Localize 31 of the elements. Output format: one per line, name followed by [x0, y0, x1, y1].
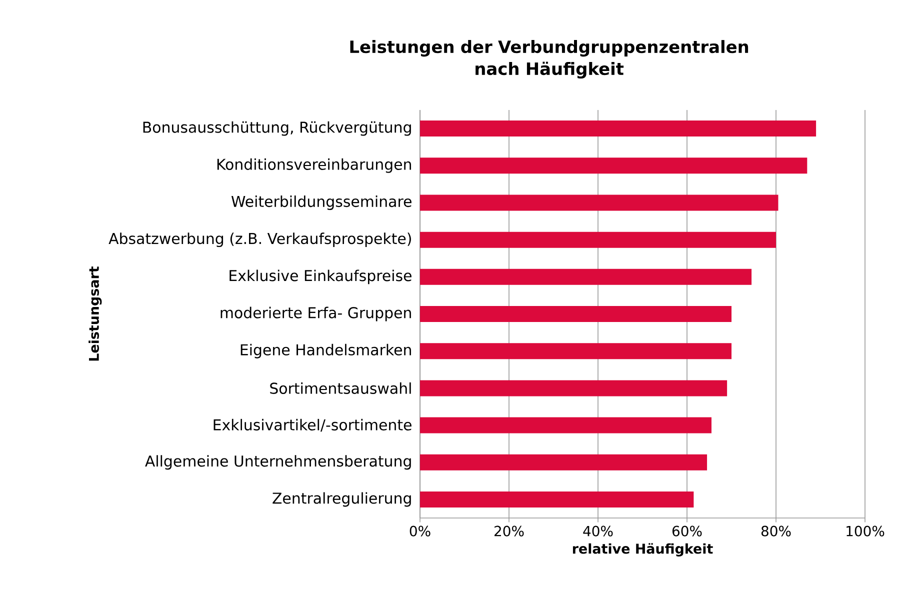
bar	[420, 454, 708, 470]
y-tick-label: Konditionsvereinbarungen	[217, 158, 412, 173]
y-tick-label: Allgemeine Unternehmensberatung	[145, 455, 411, 470]
bar	[420, 120, 816, 137]
bar	[420, 194, 778, 211]
bar	[420, 417, 712, 434]
x-tick-label: 40%	[583, 526, 613, 536]
y-tick-label: Sortimentsauswahl	[270, 382, 411, 394]
y-axis-title: Leistungsart	[88, 266, 102, 361]
y-tick-label: Bonusausschüttung, Rückvergütung	[143, 121, 411, 136]
y-tick-label: Zentralregulierung	[272, 492, 411, 507]
y-tick-label: Exklusive Einkaufspreise	[230, 270, 412, 284]
x-axis-title: relative Häufigkeit	[572, 543, 713, 556]
x-tick-label: 20%	[494, 526, 524, 536]
x-tick-label: 60%	[672, 526, 702, 536]
y-tick-label: Eigene Handelsmarken	[240, 344, 411, 358]
y-tick-label: Weiterbildungsseminare	[231, 196, 412, 210]
bar	[420, 343, 732, 360]
x-tick-label: 0%	[410, 526, 430, 536]
y-tick-label: Absatzwerbung (z.B. Verkaufsprospekte)	[108, 232, 411, 248]
bar	[420, 306, 732, 322]
x-tick-label: 80%	[761, 526, 791, 536]
y-tick-label: moderierte Erfa- Gruppen	[220, 306, 411, 322]
chart-title: Leistungen der Verbundgruppenzentralen nach Häufigkeit	[350, 40, 748, 79]
bar	[420, 232, 776, 248]
bar	[420, 268, 752, 285]
bar	[420, 380, 728, 396]
x-tick-label: 100%	[846, 526, 884, 536]
bar	[420, 158, 808, 174]
y-tick-label: Exklusivartikel/-sortimente	[214, 418, 412, 432]
bar	[420, 491, 694, 508]
